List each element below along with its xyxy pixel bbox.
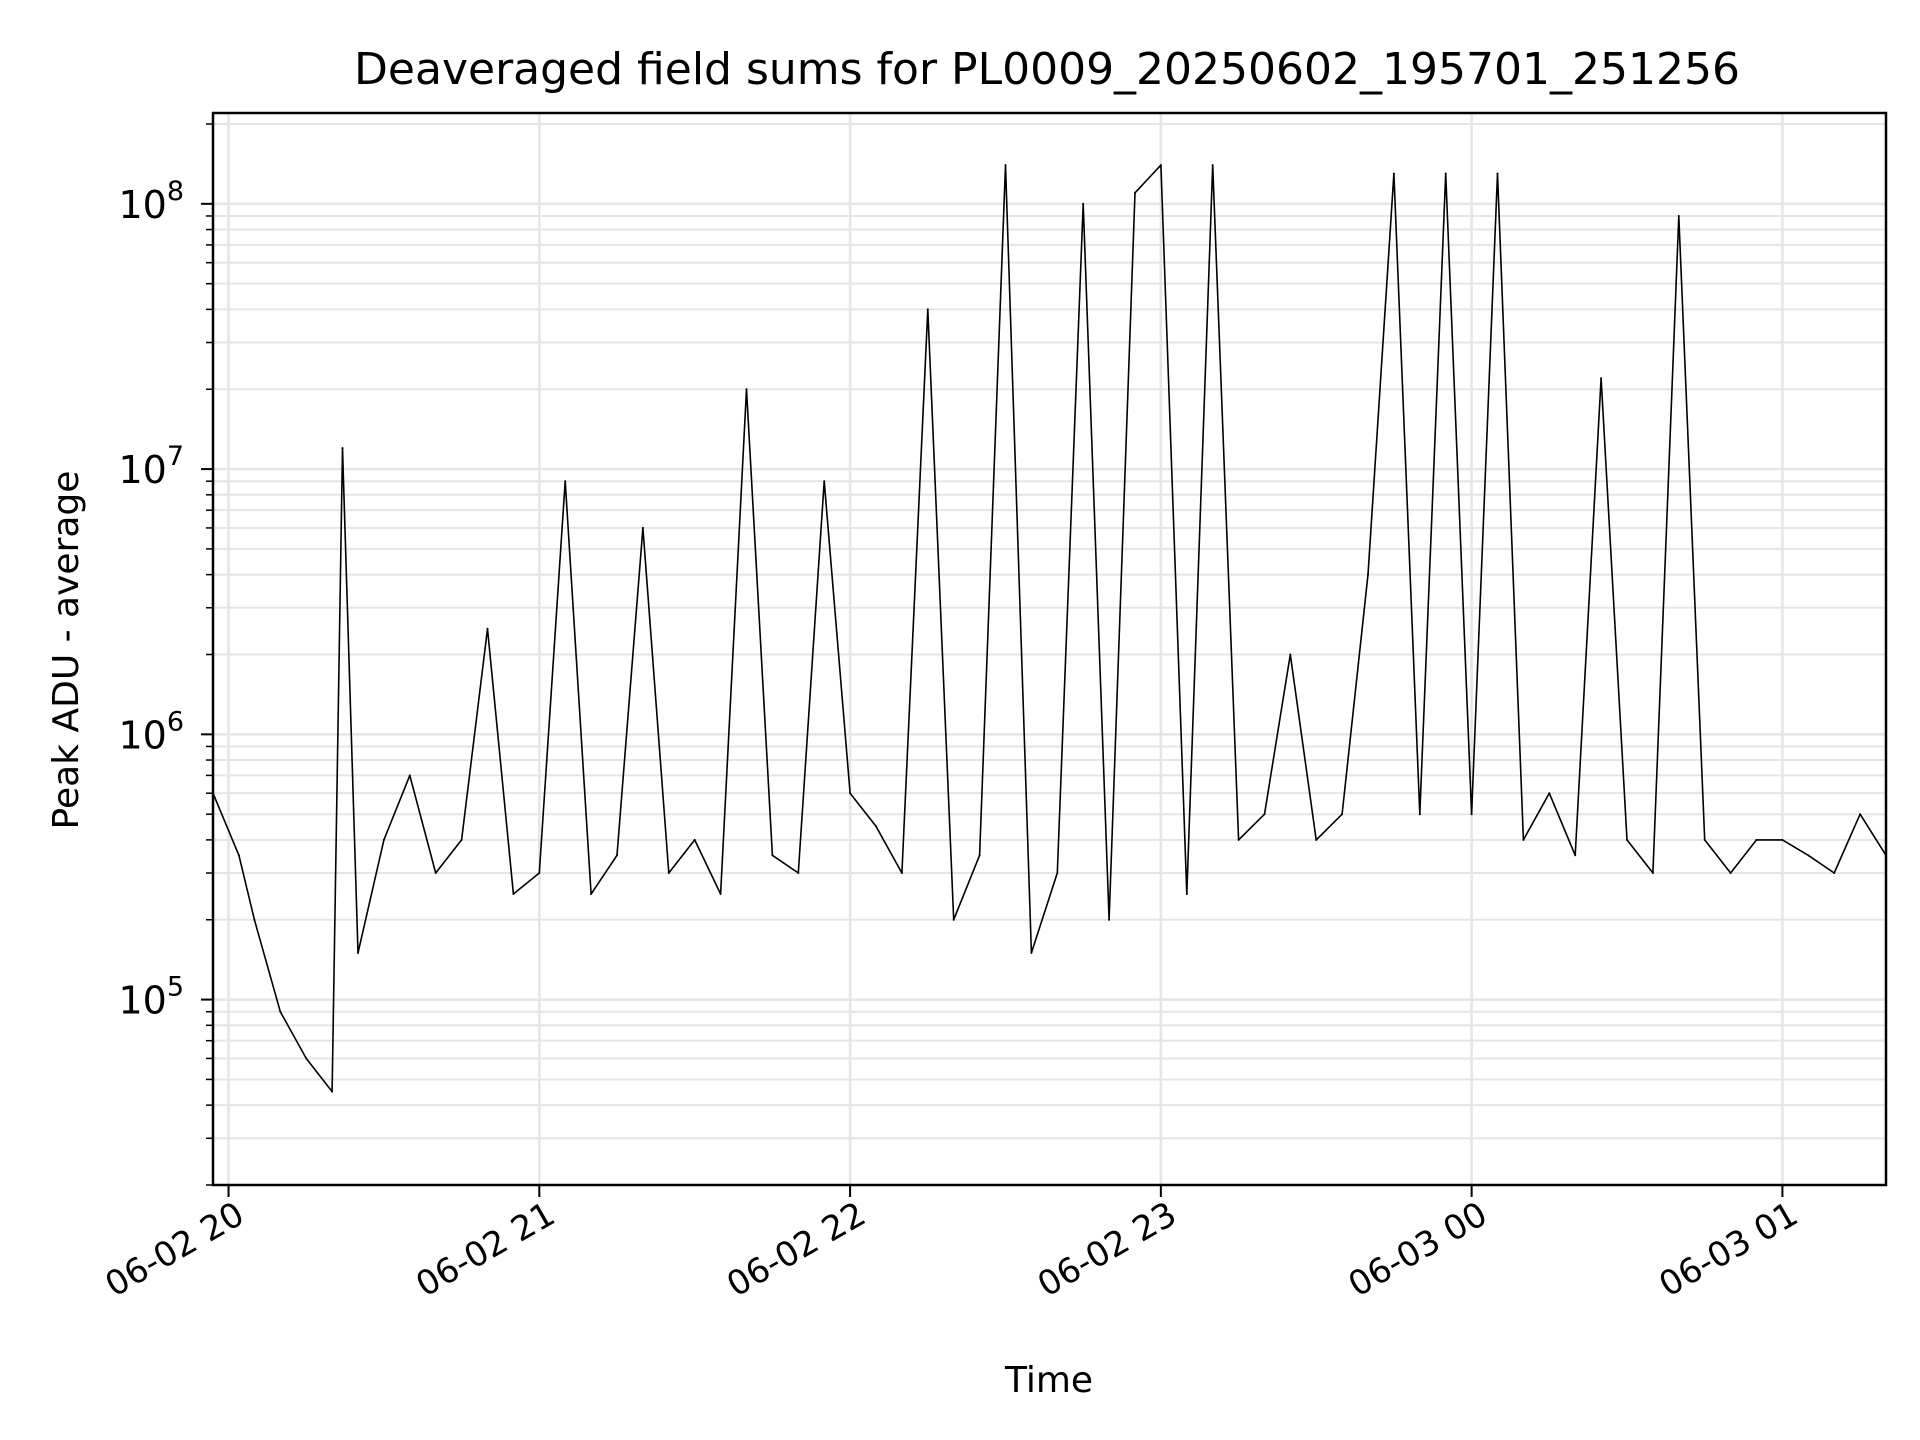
plot-frame	[211, 111, 1888, 1187]
data-point	[1392, 172, 1395, 175]
data-point	[797, 872, 800, 874]
data-point	[1185, 893, 1188, 895]
data-point	[331, 1090, 334, 1093]
y-tick-base: 10	[118, 979, 166, 1023]
data-point	[900, 872, 903, 874]
data-point	[1781, 838, 1784, 841]
data-point	[1729, 872, 1732, 874]
y-tick-base: 10	[118, 448, 166, 492]
data-point	[641, 526, 644, 529]
data-point	[719, 893, 722, 895]
data-point	[1211, 164, 1214, 167]
data-point	[926, 308, 929, 311]
data-layer	[212, 164, 1887, 1093]
data-point	[1108, 918, 1111, 921]
data-point	[1548, 792, 1551, 795]
data-point	[434, 872, 437, 874]
y-tick-base: 10	[118, 713, 166, 757]
data-point	[1341, 813, 1344, 816]
data-point	[1030, 951, 1033, 954]
data-point	[460, 838, 463, 841]
data-point	[693, 838, 696, 841]
data-point	[1263, 813, 1266, 816]
data-point	[1444, 172, 1447, 175]
data-point	[486, 627, 489, 630]
data-point	[382, 838, 385, 841]
y-tick-label: 107	[118, 441, 184, 492]
data-point	[564, 480, 567, 483]
data-point	[849, 792, 852, 795]
y-tick-exponent: 7	[167, 441, 184, 472]
data-point	[1574, 854, 1577, 857]
data-point	[590, 893, 593, 895]
data-point	[875, 825, 877, 828]
data-point	[1418, 813, 1421, 816]
data-point	[1651, 872, 1654, 874]
data-point	[538, 872, 541, 874]
data-point	[237, 854, 240, 857]
data-point	[1600, 377, 1603, 380]
data-point	[823, 480, 826, 483]
data-point	[1703, 838, 1706, 841]
y-tick-label: 108	[118, 176, 184, 227]
data-point	[745, 388, 748, 391]
data-point	[1859, 813, 1862, 816]
data-point	[1470, 813, 1473, 816]
data-point	[1677, 215, 1680, 217]
y-tick-exponent: 5	[167, 972, 184, 1003]
data-point	[253, 918, 256, 921]
y-tick-label: 105	[118, 972, 184, 1023]
data-point	[1755, 838, 1758, 841]
y-axis-label: Peak ADU - average	[46, 471, 87, 830]
data-point	[978, 854, 981, 857]
data-point	[305, 1057, 308, 1060]
data-point	[667, 872, 670, 874]
y-tick-exponent: 8	[167, 176, 184, 207]
data-point	[1237, 838, 1240, 841]
data-point	[512, 893, 515, 895]
data-point	[1082, 202, 1085, 205]
x-axis-label: Time	[1004, 1360, 1093, 1401]
data-point	[1522, 838, 1525, 841]
data-point	[341, 447, 344, 450]
data-point	[771, 854, 774, 857]
data-point	[1833, 872, 1836, 874]
y-tick-exponent: 6	[167, 706, 184, 737]
data-point	[1315, 838, 1318, 841]
data-point	[357, 951, 359, 954]
grid-layer	[213, 113, 1886, 1186]
y-tick-base: 10	[118, 183, 166, 227]
data-point	[616, 854, 618, 857]
data-point	[1056, 872, 1059, 874]
data-point	[1807, 854, 1810, 857]
data-point	[1496, 172, 1499, 175]
data-point	[1367, 573, 1369, 576]
data-point	[1289, 653, 1292, 656]
data-point	[1626, 838, 1628, 841]
data-point	[1159, 164, 1162, 167]
chart-title: Deaveraged field sums for PL0009_2025060…	[354, 44, 1740, 95]
data-point	[1134, 191, 1136, 194]
data-point	[1004, 164, 1007, 167]
data-point	[279, 1010, 282, 1013]
y-tick-label: 106	[118, 706, 184, 757]
data-point	[952, 918, 955, 921]
data-point	[408, 774, 411, 777]
